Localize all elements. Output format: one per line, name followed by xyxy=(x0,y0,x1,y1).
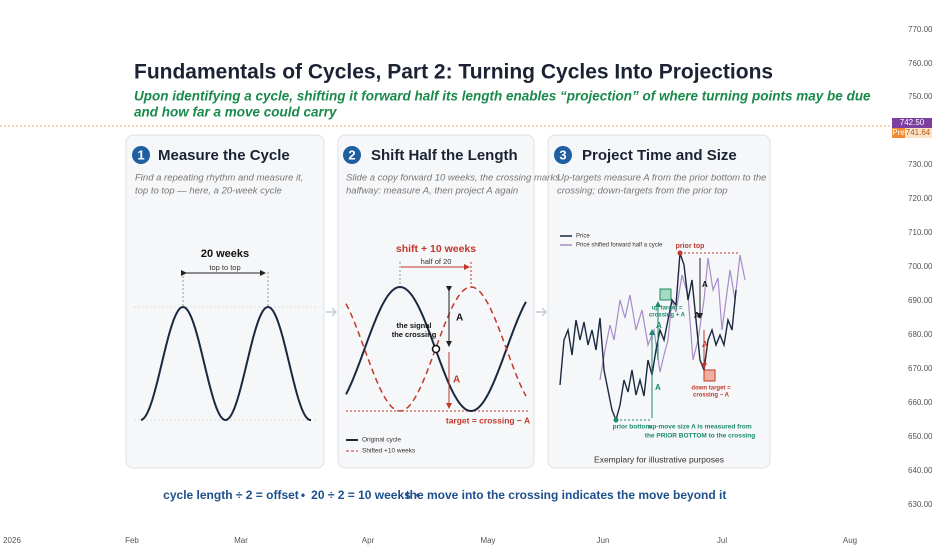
footer-text: the move into the crossing indicates the… xyxy=(406,488,727,502)
up-target-label: up target = xyxy=(652,306,683,312)
price-label: 770.00 xyxy=(908,25,932,34)
step-description: Find a repeating rhythm and measure it, xyxy=(135,173,303,184)
step-title: Shift Half the Length xyxy=(371,147,518,164)
panel xyxy=(337,134,535,469)
prior-bottom-label: prior bottom xyxy=(613,424,652,431)
price-label: 750.00 xyxy=(908,92,932,101)
a-label: A xyxy=(694,311,700,320)
footer-text: • xyxy=(301,488,305,502)
legend-label: Shifted +10 weeks xyxy=(362,448,416,455)
measure-note: up-move size A is measured from xyxy=(648,424,751,431)
time-label: Jun xyxy=(597,536,610,545)
time-label: Mar xyxy=(234,536,248,545)
footer-text: cycle length ÷ 2 = offset xyxy=(163,488,299,502)
a-label: A xyxy=(456,313,463,324)
price-label: 650.00 xyxy=(908,432,932,441)
subtitle: Upon identifying a cycle, shifting it fo… xyxy=(134,89,871,104)
down-target-label: down target = xyxy=(691,386,731,392)
last-price: 742.50 xyxy=(900,118,925,127)
footnote: Exemplary for illustrative purposes xyxy=(594,454,724,464)
price-label: 630.00 xyxy=(908,500,932,509)
price xyxy=(559,252,737,423)
price-label: 730.00 xyxy=(908,160,932,169)
legend-label: Price shifted forward half a cycle xyxy=(576,243,663,249)
pre-box xyxy=(905,128,932,138)
time-label: Jul xyxy=(717,536,727,545)
legend-label: Original cycle xyxy=(362,437,401,444)
step-title: Project Time and Size xyxy=(582,147,737,164)
signal-label: the crossing xyxy=(392,330,437,339)
time-label: Feb xyxy=(125,536,139,545)
a-label: A xyxy=(702,340,708,349)
up-target-box xyxy=(659,288,672,301)
footer-text: • xyxy=(416,488,420,502)
step-description: Up-targets measure A from the prior bott… xyxy=(557,173,766,184)
signal-label: the signal xyxy=(396,321,431,330)
prior-bottom-dot xyxy=(613,417,619,423)
price-label: 720.00 xyxy=(908,194,932,203)
pre-tag xyxy=(892,128,905,138)
up-target-label: crossing + A xyxy=(649,313,686,319)
time-label: Apr xyxy=(362,536,375,545)
cycle-curve xyxy=(140,305,311,421)
flow-arrow xyxy=(326,307,338,317)
down-target-box xyxy=(703,369,716,382)
time-label: May xyxy=(480,536,495,545)
step-number: 2 xyxy=(348,147,355,162)
flow-arrow xyxy=(536,307,548,317)
half-label: half of 20 xyxy=(421,257,452,266)
cycle-length: 20 weeks xyxy=(201,248,249,260)
step-badge xyxy=(343,146,361,164)
last-tag xyxy=(892,118,932,128)
footer-text: 20 ÷ 2 = 10 weeks xyxy=(311,488,411,502)
prior-top-dot xyxy=(677,250,683,256)
step-number: 1 xyxy=(137,147,144,162)
step-description: top to top — here, a 20-week cycle xyxy=(135,186,282,197)
step-description: halfway: measure A, then project A again xyxy=(346,186,518,197)
span-label: top to top xyxy=(209,263,240,272)
a-label: A xyxy=(655,383,661,392)
title: Fundamentals of Cycles, Part 2: Turning … xyxy=(134,61,773,84)
price-label: 680.00 xyxy=(908,330,932,339)
time-label: 2026 xyxy=(3,536,21,545)
price-label: 660.00 xyxy=(908,398,932,407)
subtitle: and how far a move could carry xyxy=(134,105,338,120)
shifted-cycle xyxy=(345,286,527,412)
crossing xyxy=(431,344,441,354)
step-badge xyxy=(132,146,150,164)
panel xyxy=(125,134,325,469)
target-label: target = crossing − A xyxy=(446,415,530,425)
shift-label: shift + 10 weeks xyxy=(396,243,476,255)
prior-top-label: prior top xyxy=(676,243,705,250)
price-label: 700.00 xyxy=(908,262,932,271)
price-label: 760.00 xyxy=(908,59,932,68)
pre-label: Pre xyxy=(892,128,905,137)
a-label: A xyxy=(702,280,708,289)
price-label: 640.00 xyxy=(908,466,932,475)
time-label: Aug xyxy=(843,536,857,545)
step-description: crossing; down-targets from the prior to… xyxy=(557,186,728,197)
shifted-price xyxy=(599,254,746,381)
step-badge xyxy=(554,146,572,164)
pre-price: 741.64 xyxy=(906,128,931,137)
step-number: 3 xyxy=(559,147,566,162)
price-label: 670.00 xyxy=(908,364,932,373)
down-target-label: crossing − A xyxy=(693,393,730,399)
a-label: A xyxy=(656,321,662,330)
legend-label: Price xyxy=(576,234,590,240)
step-description: Slide a copy forward 10 weeks, the cross… xyxy=(346,173,560,184)
price-label: 710.00 xyxy=(908,228,932,237)
measure-note: the PRIOR BOTTOM to the crossing xyxy=(645,433,755,440)
a-label: A xyxy=(453,375,460,386)
step-title: Measure the Cycle xyxy=(158,147,290,164)
price-label: 690.00 xyxy=(908,296,932,305)
